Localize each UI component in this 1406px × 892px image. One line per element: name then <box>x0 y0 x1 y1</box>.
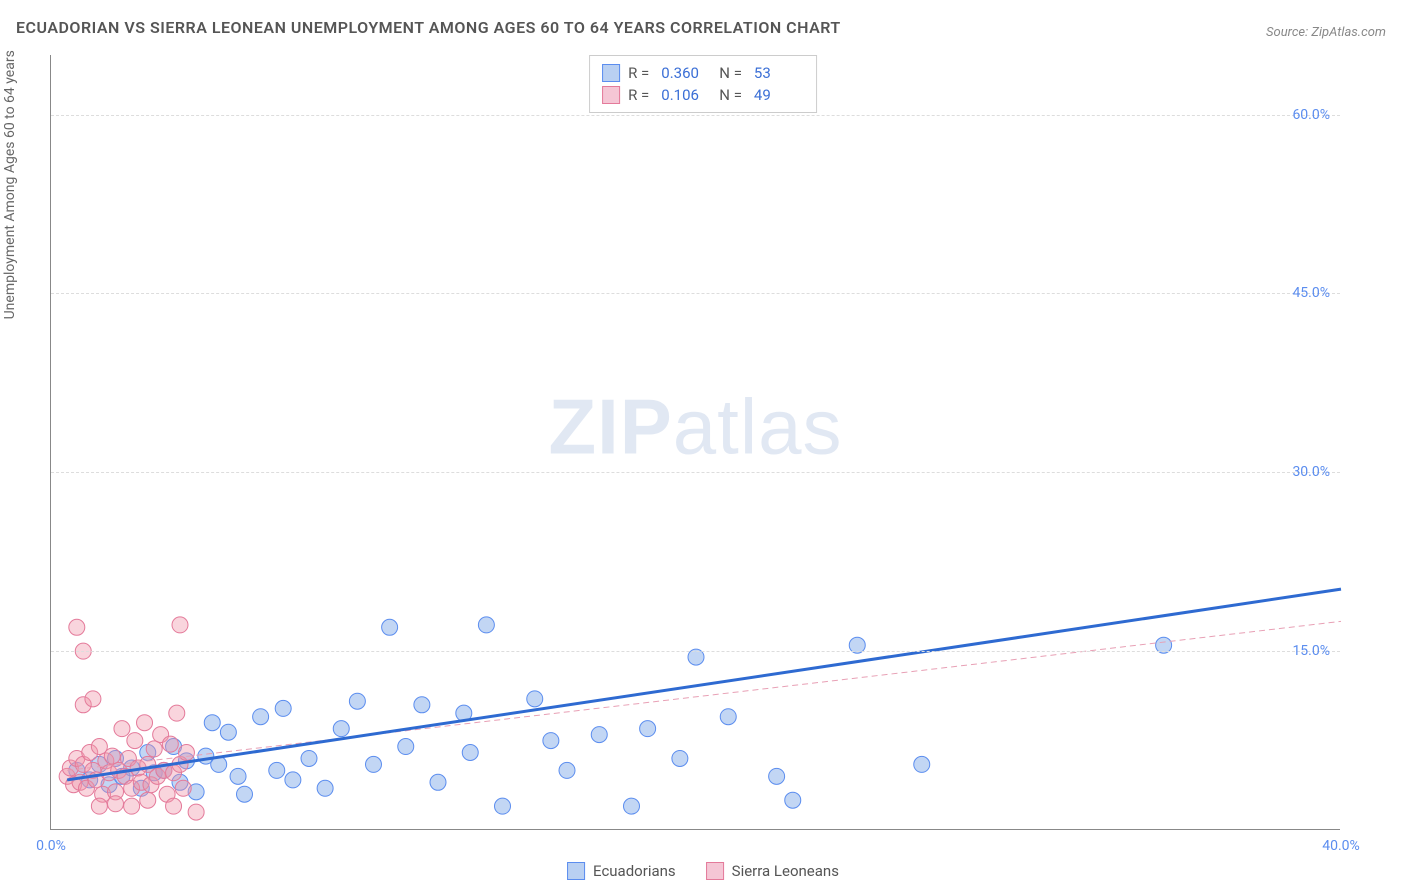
x-tick-label: 40.0% <box>1322 838 1360 854</box>
legend-row: R = 0.360 N = 53 <box>602 62 804 84</box>
legend-swatch <box>567 862 585 880</box>
legend-swatch <box>602 86 620 104</box>
y-tick-label: 60.0% <box>1292 107 1330 123</box>
data-point <box>301 750 317 766</box>
data-point <box>175 780 191 796</box>
source-attribution: Source: ZipAtlas.com <box>1266 25 1386 40</box>
data-point <box>624 798 640 814</box>
data-point <box>230 768 246 784</box>
data-point <box>785 792 801 808</box>
data-point <box>169 705 185 721</box>
scatter-svg <box>51 55 1340 829</box>
data-point <box>69 619 85 635</box>
data-point <box>188 804 204 820</box>
data-point <box>204 715 220 731</box>
data-point <box>672 750 688 766</box>
trend-line <box>67 621 1341 770</box>
data-point <box>162 736 178 752</box>
n-label: N = <box>719 86 742 104</box>
gridline <box>51 293 1340 294</box>
trend-line <box>67 589 1341 780</box>
data-point <box>285 772 301 788</box>
data-point <box>85 691 101 707</box>
data-point <box>333 721 349 737</box>
legend-label: Ecuadorians <box>593 862 676 880</box>
y-tick-label: 30.0% <box>1292 464 1330 480</box>
legend-row: R = 0.106 N = 49 <box>602 84 804 106</box>
correlation-legend: R = 0.360 N = 53 R = 0.106 N = 49 <box>589 55 817 113</box>
data-point <box>462 745 478 761</box>
data-point <box>769 768 785 784</box>
legend-item: Ecuadorians <box>567 862 676 880</box>
legend-swatch <box>602 64 620 82</box>
chart-title: ECUADORIAN VS SIERRA LEONEAN UNEMPLOYMEN… <box>16 18 841 37</box>
r-value: 0.360 <box>661 64 711 82</box>
data-point <box>140 792 156 808</box>
data-point <box>108 796 124 812</box>
legend-item: Sierra Leoneans <box>706 862 839 880</box>
data-point <box>366 756 382 772</box>
data-point <box>127 733 143 749</box>
data-point <box>172 617 188 633</box>
r-label: R = <box>628 86 649 104</box>
data-point <box>349 693 365 709</box>
series-legend: Ecuadorians Sierra Leoneans <box>567 862 839 880</box>
n-label: N = <box>719 64 742 82</box>
data-point <box>220 724 236 740</box>
data-point <box>269 762 285 778</box>
legend-swatch <box>706 862 724 880</box>
data-point <box>914 756 930 772</box>
data-point <box>146 741 162 757</box>
data-point <box>543 733 559 749</box>
data-point <box>382 619 398 635</box>
y-axis-label: Unemployment Among Ages 60 to 64 years <box>2 50 18 319</box>
gridline <box>51 115 1340 116</box>
r-label: R = <box>628 64 649 82</box>
legend-label: Sierra Leoneans <box>732 862 839 880</box>
n-value: 49 <box>754 86 804 104</box>
data-point <box>640 721 656 737</box>
data-point <box>317 780 333 796</box>
x-tick-label: 0.0% <box>36 838 66 854</box>
data-point <box>559 762 575 778</box>
data-point <box>591 727 607 743</box>
data-point <box>527 691 543 707</box>
data-point <box>104 748 120 764</box>
data-point <box>414 697 430 713</box>
gridline <box>51 472 1340 473</box>
data-point <box>275 700 291 716</box>
data-point <box>430 774 446 790</box>
y-tick-label: 45.0% <box>1292 285 1330 301</box>
plot-area: ZIPatlas 15.0%30.0%45.0%60.0%0.0%40.0% <box>50 55 1340 830</box>
y-tick-label: 15.0% <box>1292 643 1330 659</box>
data-point <box>114 721 130 737</box>
n-value: 53 <box>754 64 804 82</box>
data-point <box>398 739 414 755</box>
data-point <box>495 798 511 814</box>
data-point <box>124 798 140 814</box>
data-point <box>253 709 269 725</box>
data-point <box>137 715 153 731</box>
data-point <box>178 745 194 761</box>
data-point <box>720 709 736 725</box>
data-point <box>166 798 182 814</box>
data-point <box>91 798 107 814</box>
r-value: 0.106 <box>661 86 711 104</box>
data-point <box>237 786 253 802</box>
data-point <box>478 617 494 633</box>
gridline <box>51 651 1340 652</box>
